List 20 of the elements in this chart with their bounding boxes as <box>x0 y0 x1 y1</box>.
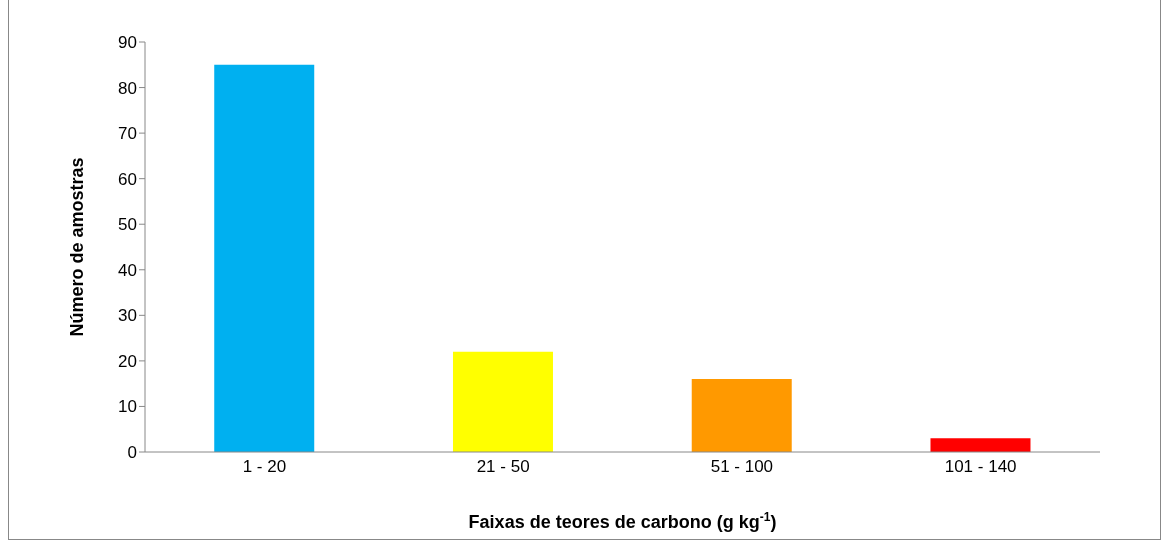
x-tick-label: 1 - 20 <box>242 457 287 477</box>
bar <box>452 351 553 452</box>
y-tick-label: 50 <box>118 215 137 235</box>
x-axis-title: Faixas de teores de carbono (g kg$^{-1}$) <box>468 510 777 532</box>
y-tick-label: 0 <box>127 443 137 463</box>
bar <box>691 379 792 452</box>
y-tick-label: 70 <box>118 124 137 144</box>
y-tick-label: 40 <box>118 260 137 280</box>
bar <box>930 438 1031 452</box>
y-axis-title: Número de amostras <box>66 157 87 337</box>
x-tick-label: 101 - 140 <box>944 457 1017 477</box>
y-tick-label: 20 <box>118 351 137 371</box>
y-tick-label: 30 <box>118 306 137 326</box>
x-tick-label: 51 - 100 <box>710 457 774 477</box>
y-tick-label: 10 <box>118 397 137 417</box>
x-tick-label: 21 - 50 <box>476 457 530 477</box>
y-tick-label: 80 <box>118 78 137 98</box>
y-tick-label: 60 <box>118 169 137 189</box>
bar <box>214 64 315 452</box>
y-tick-label: 90 <box>118 33 137 53</box>
